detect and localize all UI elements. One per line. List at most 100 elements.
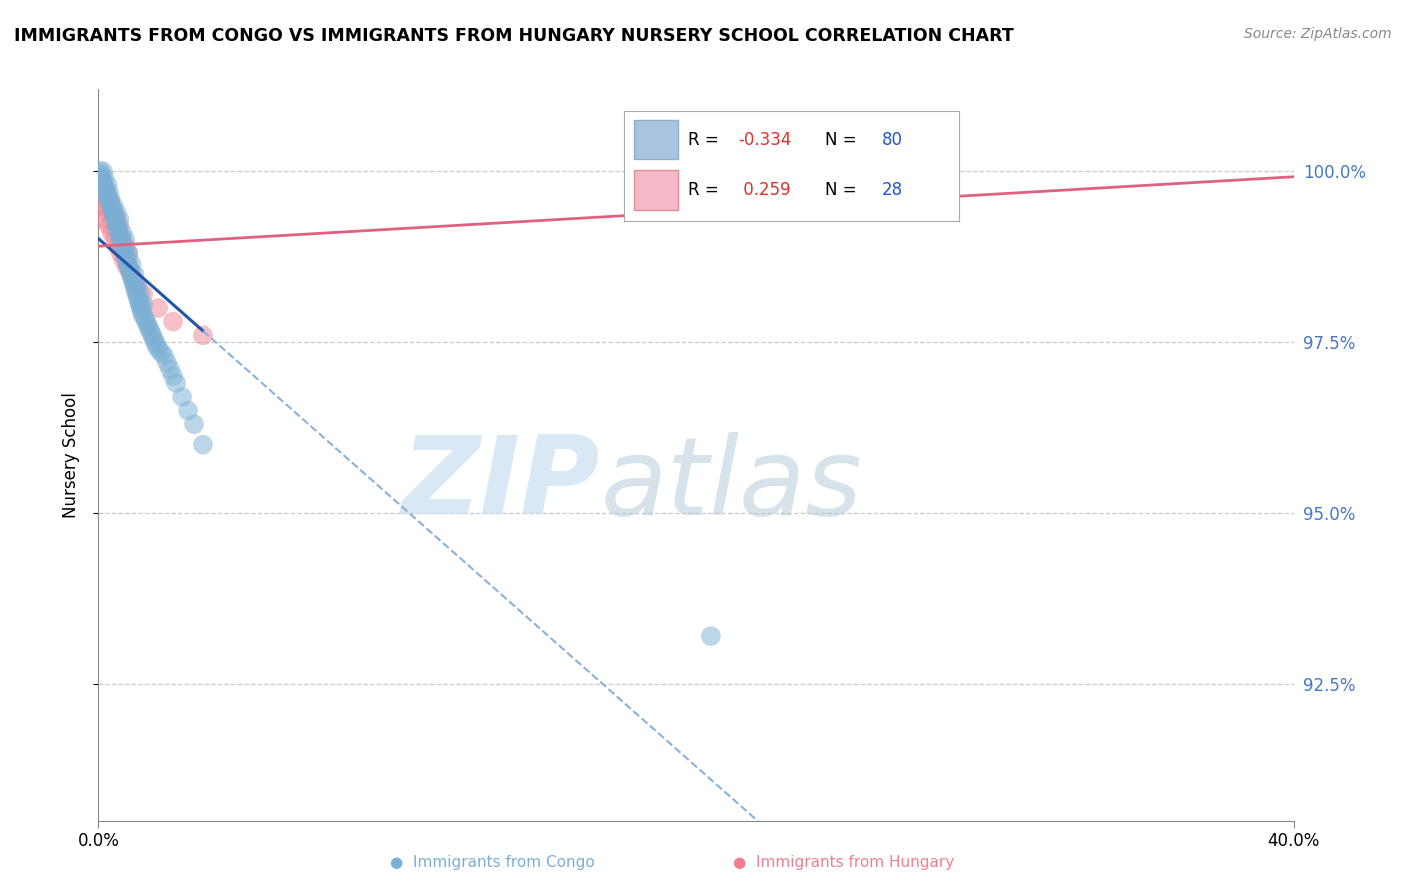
Point — [114, 239, 136, 253]
Point — [91, 164, 114, 178]
Point — [191, 328, 214, 343]
Point — [89, 164, 111, 178]
Point — [135, 315, 157, 329]
Point — [93, 212, 115, 227]
Y-axis label: Nursery School: Nursery School — [62, 392, 80, 518]
Point — [136, 318, 159, 332]
Point — [139, 325, 162, 339]
Point — [131, 308, 153, 322]
Point — [127, 280, 149, 294]
Point — [103, 205, 125, 219]
Text: ●  Immigrants from Congo: ● Immigrants from Congo — [389, 855, 595, 870]
Point — [118, 263, 141, 277]
Text: IMMIGRANTS FROM CONGO VS IMMIGRANTS FROM HUNGARY NURSERY SCHOOL CORRELATION CHAR: IMMIGRANTS FROM CONGO VS IMMIGRANTS FROM… — [14, 27, 1014, 45]
Point — [145, 338, 167, 352]
Point — [89, 178, 111, 192]
Point — [97, 185, 120, 199]
Point — [172, 390, 194, 404]
Point — [103, 209, 125, 223]
Point — [142, 332, 165, 346]
Point — [121, 274, 143, 288]
Point — [90, 171, 112, 186]
Point — [110, 233, 132, 247]
Point — [120, 256, 142, 270]
Point — [93, 178, 115, 192]
Point — [121, 270, 143, 285]
Point — [105, 212, 128, 227]
Point — [101, 202, 124, 216]
Point — [124, 274, 146, 288]
Point — [97, 219, 120, 233]
Point — [125, 287, 148, 301]
Point — [138, 321, 160, 335]
Point — [156, 356, 179, 370]
Point — [108, 212, 131, 227]
Point — [115, 253, 138, 268]
Point — [104, 215, 127, 229]
Point — [96, 205, 118, 219]
Point — [112, 243, 135, 257]
Point — [90, 168, 112, 182]
Point — [148, 301, 170, 315]
Point — [177, 403, 200, 417]
Point — [128, 297, 150, 311]
Point — [115, 260, 138, 274]
Point — [162, 369, 184, 384]
Point — [107, 226, 129, 240]
Point — [90, 198, 112, 212]
Point — [111, 226, 134, 240]
Point — [143, 335, 166, 350]
Point — [120, 267, 142, 281]
Point — [115, 250, 138, 264]
Point — [107, 239, 129, 253]
Point — [141, 328, 163, 343]
Point — [96, 178, 118, 192]
Point — [132, 287, 155, 301]
Point — [111, 235, 134, 250]
Point — [127, 291, 149, 305]
Point — [150, 345, 173, 359]
Point — [165, 376, 187, 391]
Point — [125, 284, 148, 298]
Point — [117, 256, 139, 270]
Point — [112, 253, 135, 268]
Point — [94, 181, 117, 195]
Point — [105, 219, 128, 233]
Point — [162, 315, 184, 329]
Point — [127, 277, 149, 291]
Point — [101, 205, 124, 219]
Point — [804, 164, 827, 178]
Text: ZIP: ZIP — [402, 431, 600, 537]
Point — [159, 362, 181, 376]
Point — [183, 417, 205, 432]
Point — [111, 233, 134, 247]
Point — [700, 629, 723, 643]
Point — [91, 185, 114, 199]
Text: ●  Immigrants from Hungary: ● Immigrants from Hungary — [733, 855, 955, 870]
Point — [124, 267, 146, 281]
Point — [114, 233, 136, 247]
Text: atlas: atlas — [600, 432, 862, 537]
Point — [104, 233, 127, 247]
Point — [134, 311, 156, 326]
Point — [124, 280, 146, 294]
Point — [128, 294, 150, 309]
Point — [111, 239, 134, 253]
Point — [110, 246, 132, 260]
Point — [93, 171, 115, 186]
Point — [100, 192, 122, 206]
Point — [94, 185, 117, 199]
Point — [103, 198, 125, 212]
Point — [101, 226, 124, 240]
Point — [94, 192, 117, 206]
Point — [118, 260, 141, 274]
Point — [153, 349, 176, 363]
Point — [122, 277, 145, 291]
Point — [100, 198, 122, 212]
Point — [108, 229, 131, 244]
Point — [132, 297, 155, 311]
Point — [129, 287, 152, 301]
Point — [100, 198, 122, 212]
Point — [104, 212, 127, 227]
Point — [108, 219, 131, 233]
